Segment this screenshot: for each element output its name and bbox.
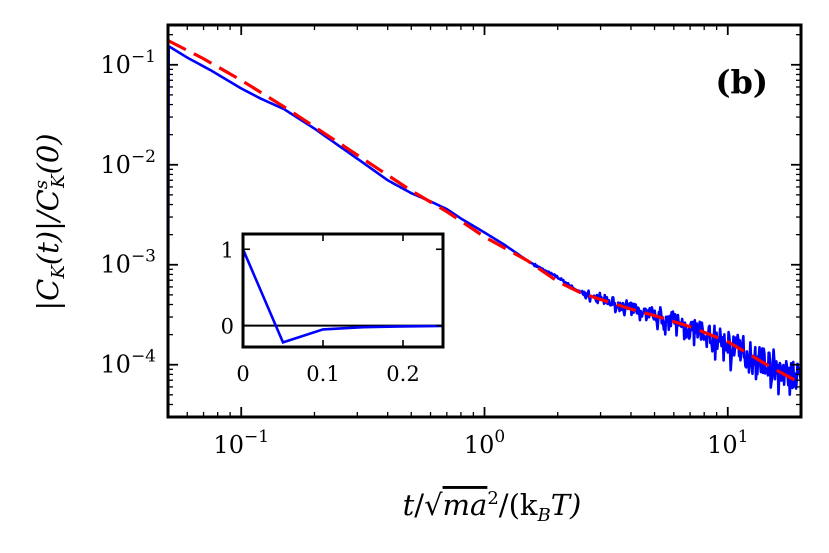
main-frame [166,23,803,419]
y-tick-label: 10−1 [100,47,156,79]
x-tick-label: 10−1 [213,427,269,459]
inset-x-tick-label: 0 [236,362,249,386]
inset-y-tick-label: 0 [221,315,234,339]
y-tick-label: 10−4 [100,347,156,379]
inset-series-layer [243,248,443,345]
main-series-layer [168,39,801,396]
x-tick-label: 100 [464,427,505,459]
x-axis-label: t/√ma2/(kBT) [403,488,582,526]
inset-y-tick-label: 1 [221,238,234,262]
inset-frame [241,232,445,349]
inset-chart: 0 0.1 0.2 0 1 [221,232,445,386]
inset-x-tick-label: 0.2 [386,362,419,386]
x-tick-label: 101 [707,427,748,459]
fit-series-line [168,39,801,385]
inset-series-line [243,248,443,345]
inset-x-tick-label: 0.1 [306,362,339,386]
panel-label: (b) [715,63,768,101]
inset-background [243,234,443,347]
y-tick-label: 10−3 [100,247,156,279]
y-tick-label: 10−2 [100,147,156,179]
simulation-series-line [168,44,801,396]
inset-axes: 0 0.1 0.2 0 1 [221,232,445,386]
y-axis-label: |CK(t)|/CsK(0) [31,133,69,310]
